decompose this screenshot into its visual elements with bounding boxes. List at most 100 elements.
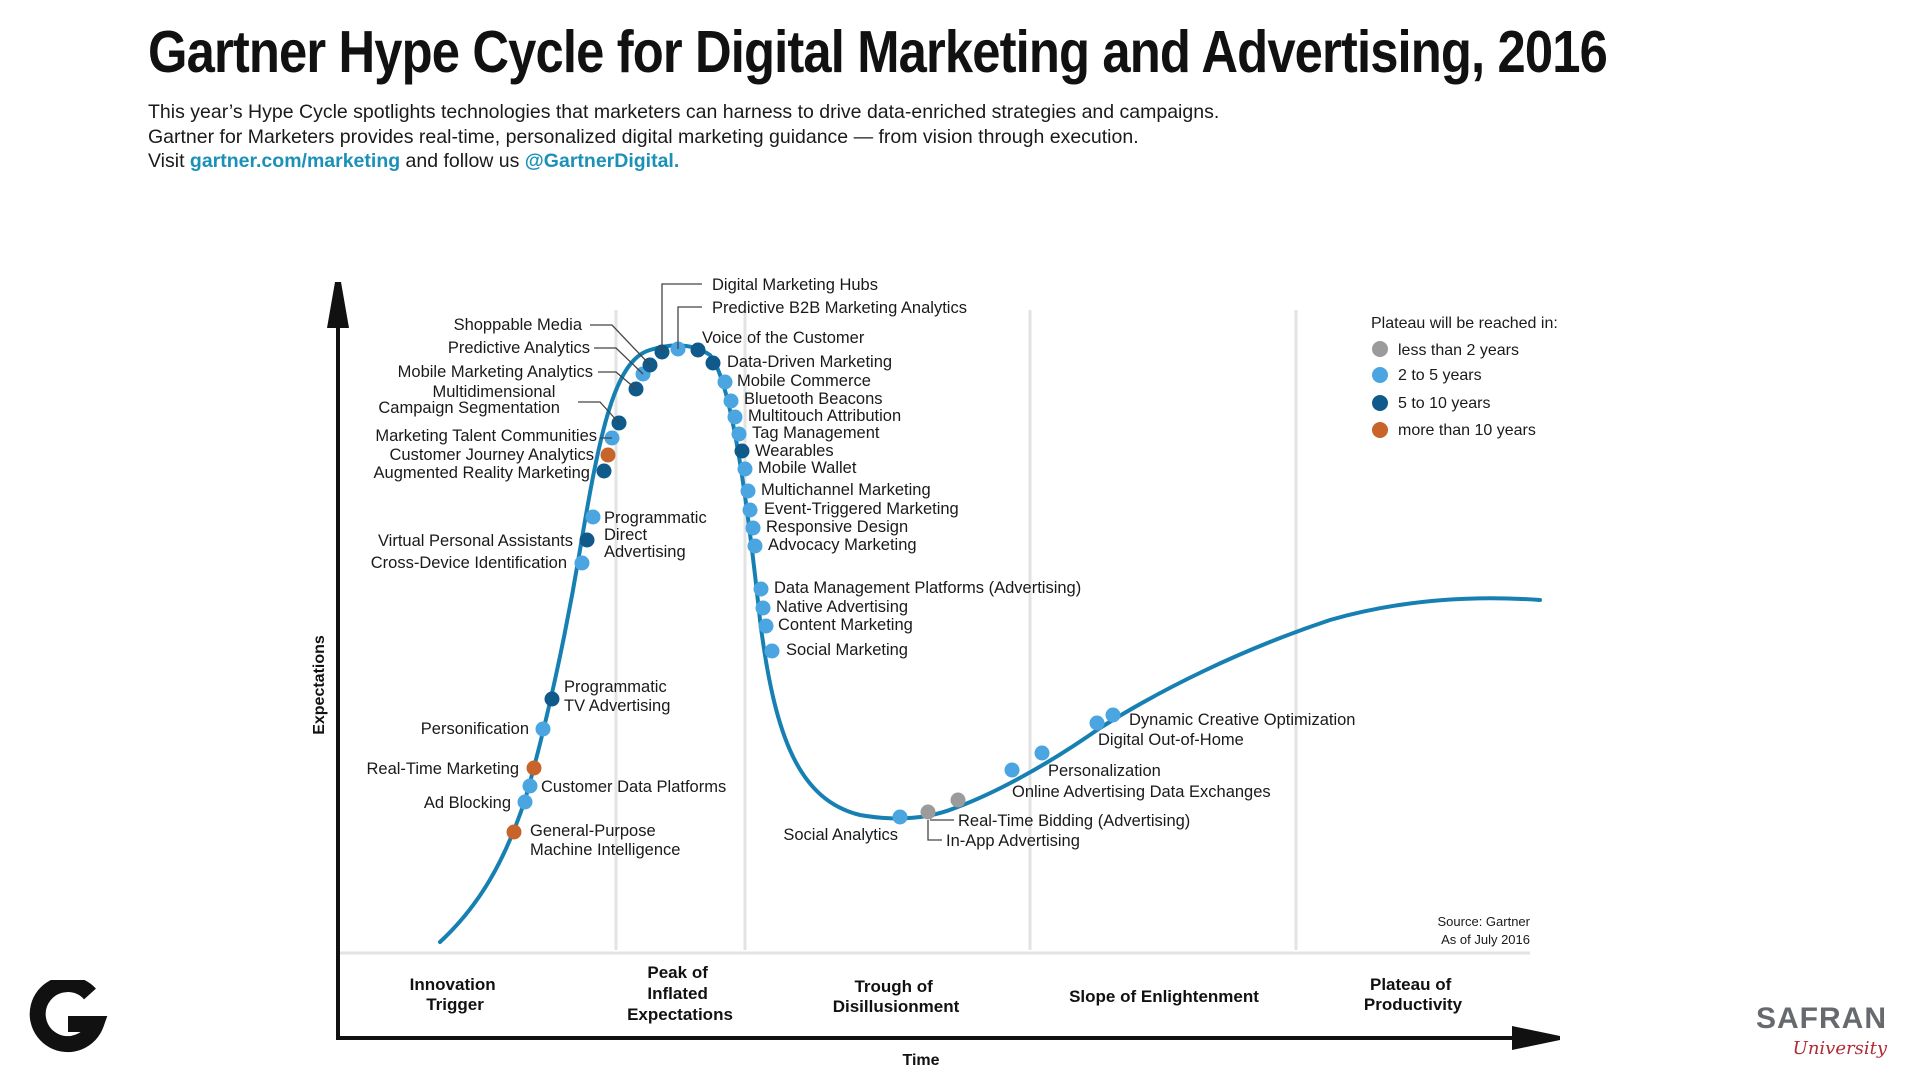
dot-data-driven-marketing [705, 355, 721, 371]
intro-text: This year’s Hype Cycle spotlights techno… [148, 100, 1219, 174]
label-real-time-marketing: Real-Time Marketing [366, 760, 519, 778]
dot-programmatic-direct-advertising [585, 509, 601, 525]
source-line-2: As of July 2016 [1441, 932, 1530, 947]
phase-slope-of-enlightenment: Slope of Enlightenment [1069, 987, 1259, 1006]
label-online-advertising-data-exchanges: Online Advertising Data Exchanges [1012, 783, 1271, 801]
label-mobile-wallet: Mobile Wallet [758, 459, 857, 477]
dot-responsive-design [745, 520, 761, 536]
y-axis-label: Expectations [311, 635, 328, 735]
dot-event-triggered-marketing [742, 502, 758, 518]
dot-online-advertising-data-exchanges [1034, 745, 1050, 761]
legend-swatch-less-than-2-years [1372, 341, 1388, 357]
label-gpmi-line1: General-Purpose [530, 822, 656, 840]
leader-digital-marketing-hubs [661, 283, 702, 352]
safran-wordmark: SAFRAN [1756, 1002, 1887, 1035]
source-line-1: Source: Gartner [1438, 914, 1531, 929]
intro-visit-text: Visit [148, 150, 190, 172]
dot-wearables [734, 443, 750, 459]
label-programmatic-direct-line1: Programmatic [604, 509, 707, 527]
dot-real-time-marketing [526, 760, 542, 776]
label-native-advertising: Native Advertising [776, 598, 908, 616]
phase-plateau-line1: Plateau of [1370, 975, 1452, 994]
label-dynamic-creative-optimization: Dynamic Creative Optimization [1129, 711, 1356, 729]
dot-customer-journey-analytics [600, 447, 616, 463]
label-responsive-design: Responsive Design [766, 518, 908, 536]
legend-label-2-to-5-years: 2 to 5 years [1398, 367, 1482, 384]
label-wearables: Wearables [755, 442, 834, 460]
phase-innovation-line2: Trigger [426, 995, 484, 1014]
label-data-management-platforms: Data Management Platforms (Advertising) [774, 579, 1081, 597]
dot-voice-of-the-customer [690, 342, 706, 358]
dot-data-management-platforms [753, 581, 769, 597]
legend-title: Plateau will be reached in: [1371, 315, 1558, 332]
dot-customer-data-platforms [522, 778, 538, 794]
dot-virtual-personal-assistants [579, 532, 595, 548]
leader-in-app-advertising [927, 820, 942, 841]
phase-innovation-trigger: Innovation Trigger [410, 975, 501, 1014]
phase-trough-line2: Disillusionment [833, 997, 960, 1016]
intro-line-1: This year’s Hype Cycle spotlights techno… [148, 101, 1220, 123]
dot-multitouch-attribution [727, 409, 743, 425]
label-mobile-commerce: Mobile Commerce [737, 372, 871, 390]
legend-swatch-more-than-10-years [1372, 422, 1388, 438]
dot-multichannel-marketing [740, 483, 756, 499]
phase-trough-of-disillusionment: Trough of Disillusionment [833, 977, 960, 1016]
dot-mobile-wallet [737, 461, 753, 477]
dot-tag-management [731, 426, 747, 442]
label-tag-management: Tag Management [752, 424, 880, 442]
phase-peak-line2: Inflated [647, 984, 707, 1003]
dot-programmatic-tv-advertising [544, 691, 560, 707]
label-programmatic-direct-advertising: Programmatic Direct Advertising [604, 509, 711, 561]
phase-peak-of-inflated-expectations: Peak of Inflated Expectations [627, 963, 733, 1024]
phase-labels: Innovation Trigger Peak of Inflated Expe… [410, 963, 1463, 1024]
gartner-marketing-link[interactable]: gartner.com/marketing [189, 150, 401, 172]
intro-line-2: Gartner for Marketers provides real-time… [148, 125, 1139, 148]
label-voice-of-the-customer: Voice of the Customer [702, 329, 865, 347]
label-virtual-personal-assistants: Virtual Personal Assistants [378, 532, 573, 550]
page-title: Gartner Hype Cycle for Digital Marketing… [148, 19, 1608, 85]
x-axis-label: Time [902, 1052, 939, 1069]
gartner-digital-handle-link[interactable]: @GartnerDigital. [524, 150, 680, 172]
label-advocacy-marketing: Advocacy Marketing [768, 536, 917, 554]
y-axis-arrow [327, 282, 349, 328]
x-axis-arrow [1512, 1026, 1560, 1050]
dot-advocacy-marketing [747, 538, 763, 554]
dot-augmented-reality-marketing [596, 463, 612, 479]
label-event-triggered-marketing: Event-Triggered Marketing [764, 500, 959, 518]
label-marketing-talent-communities: Marketing Talent Communities [375, 427, 597, 445]
phase-innovation-line1: Innovation [410, 975, 496, 994]
legend-swatch-2-to-5-years [1372, 367, 1388, 383]
leader-lines [578, 283, 954, 841]
label-bluetooth-beacons: Bluetooth Beacons [744, 390, 883, 408]
intro-follow-text: and follow us [400, 150, 525, 172]
dot-ad-blocking [517, 794, 533, 810]
label-ad-blocking: Ad Blocking [424, 794, 511, 812]
leader-mobile-marketing-analytics [598, 371, 637, 390]
label-predictive-analytics: Predictive Analytics [448, 339, 590, 357]
legend-label-less-than-2-years: less than 2 years [1398, 342, 1519, 359]
label-gpmi-line2: Machine Intelligence [530, 841, 680, 859]
legend-swatch-5-to-10-years [1372, 395, 1388, 411]
label-digital-marketing-hubs: Digital Marketing Hubs [712, 276, 878, 294]
label-multitouch-attribution: Multitouch Attribution [748, 407, 901, 425]
gartner-g-logo [29, 980, 108, 1053]
label-multidimensional-line2: Campaign Segmentation [378, 399, 560, 417]
intro-line-3: Visit gartner.com/marketing and follow u… [148, 149, 1219, 174]
leader-shoppable-media [590, 324, 651, 366]
label-multidimensional-line1: Multidimensional [433, 383, 556, 401]
label-shoppable-media: Shoppable Media [454, 316, 583, 334]
label-social-analytics: Social Analytics [783, 826, 898, 844]
dot-native-advertising [755, 600, 771, 616]
label-social-marketing: Social Marketing [786, 641, 908, 659]
label-multichannel-marketing: Multichannel Marketing [761, 481, 931, 499]
dot-personalization [1004, 762, 1020, 778]
leader-multidimensional [578, 401, 620, 424]
leader-predictive-b2b [677, 306, 702, 349]
legend-label-more-than-10-years: more than 10 years [1398, 422, 1536, 439]
dot-bluetooth-beacons [723, 393, 739, 409]
label-digital-out-of-home: Digital Out-of-Home [1098, 731, 1244, 749]
gartner-g-arc [29, 980, 108, 1053]
label-general-purpose-machine-intelligence: General-Purpose Machine Intelligence [530, 822, 680, 859]
phase-peak-line3: Expectations [627, 1005, 733, 1024]
label-multidimensional-campaign-segmentation: Multidimensional Campaign Segmentation [378, 383, 560, 417]
